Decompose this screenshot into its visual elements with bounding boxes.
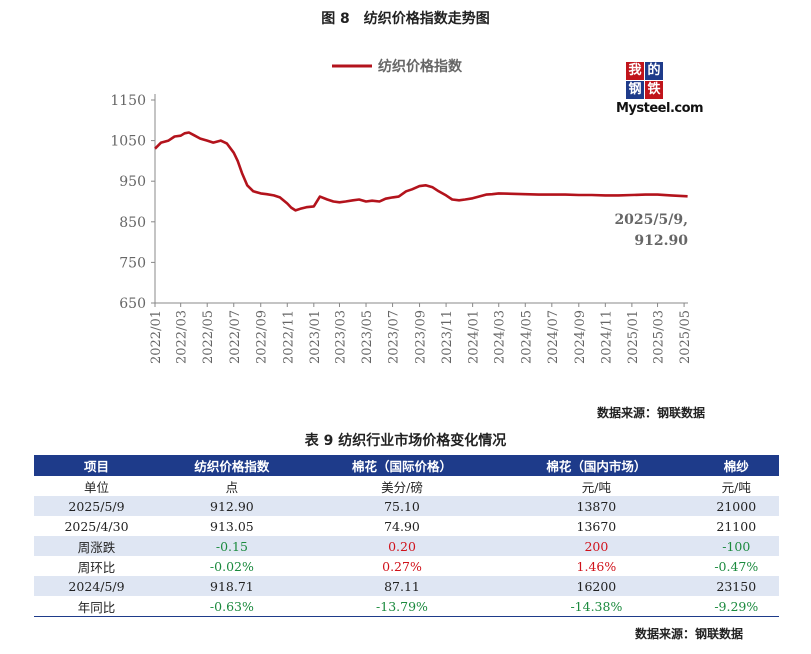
table-row: 周环比 -0.02% 0.27% 1.46% -0.47%: [34, 556, 779, 576]
y-tick-label: 950: [119, 174, 146, 190]
logo-char: 铁: [645, 81, 663, 99]
header-cell: 棉花（国内市场）: [499, 455, 694, 476]
table-body: 单位点美分/磅 元/吨 元/吨 2025/5/9 912.90 75.10 13870 210…: [34, 476, 779, 617]
header-cell: 纺织价格指数: [159, 455, 305, 476]
mysteel-logo: 我 的 钢 铁 Mysteel.com: [612, 62, 704, 122]
y-tick-label: 1150: [110, 93, 146, 109]
table-cell: -100: [693, 536, 779, 556]
table-source-note: 数据来源：钢联数据: [634, 627, 743, 641]
x-tick-label: 2022/05: [201, 310, 216, 364]
table-cell: 13670: [576, 518, 617, 534]
table-cell: 74.90: [384, 518, 420, 534]
table-cell: 元/吨: [581, 479, 611, 495]
header-cell: 棉花（国际价格）: [304, 455, 500, 476]
table-cell: 200: [499, 536, 694, 556]
y-tick-label: 650: [119, 296, 146, 312]
x-tick-label: 2025/03: [652, 310, 667, 364]
row-label-cell: 周涨跌: [34, 536, 159, 556]
x-tick-label: 2023/07: [387, 310, 402, 364]
row-label-cell: 年同比: [34, 596, 159, 617]
header-cell: 项目: [34, 455, 159, 476]
table-cell: 21100: [716, 518, 757, 534]
table-cell: 16200: [499, 576, 694, 596]
logo-char: 我: [626, 62, 644, 80]
table-cell: -9.29%: [693, 596, 779, 617]
table-cell: 87.11: [304, 576, 500, 596]
logo-char: 钢: [626, 81, 644, 99]
x-tick-label: 2022/07: [228, 310, 243, 364]
figure-title: 图 8 纺织价格指数走势图: [321, 11, 490, 27]
y-tick-label: 850: [119, 215, 146, 231]
x-tick-label: 2024/05: [519, 310, 534, 364]
logo-wordmark: Mysteel.com: [616, 101, 704, 116]
table-cell: 美分/磅: [381, 479, 423, 495]
row-label-cell: 周环比: [77, 559, 116, 575]
table-cell: 912.90: [159, 496, 305, 516]
series-line: [154, 131, 688, 212]
table-cell: 13870: [499, 496, 694, 516]
row-label-cell: 2025/4/30: [64, 518, 129, 534]
chart-source-note: 数据来源：钢联数据: [596, 406, 705, 420]
table-cell: -0.02%: [209, 558, 254, 574]
x-tick-label: 2025/05: [678, 310, 693, 364]
table-cell: 23150: [693, 576, 779, 596]
table-cell: -14.38%: [499, 596, 694, 617]
x-tick-label: 2022/01: [149, 310, 164, 364]
table-row: 周涨跌 -0.15 0.20 200 -100: [34, 536, 779, 556]
table-cell: 75.10: [304, 496, 500, 516]
data-annotation: 2025/5/9,: [614, 212, 688, 228]
row-label-cell: 2024/5/9: [34, 576, 159, 596]
x-tick-label: 2024/07: [546, 310, 561, 364]
x-tick-label: 2025/01: [626, 310, 641, 364]
x-tick-label: 2023/11: [440, 310, 455, 364]
line-chart: 650 750 850 950 1050 1150 2022/01 2022/03 2022/0…: [110, 58, 693, 364]
row-label-cell: 2025/5/9: [34, 496, 159, 516]
x-tick-label: 2023/03: [333, 310, 348, 364]
x-tick-label: 2024/01: [467, 310, 482, 364]
table-cell: -0.63%: [159, 596, 305, 617]
x-tick-label: 2023/01: [308, 310, 323, 364]
table-cell: 0.20: [304, 536, 500, 556]
x-tick-label: 2023/05: [360, 310, 375, 364]
x-tick-label: 2023/09: [414, 310, 429, 364]
legend-label: 纺织价格指数: [378, 58, 463, 75]
x-tick-label: 2024/11: [599, 310, 614, 364]
table-cell: 918.71: [159, 576, 305, 596]
table-row: 2025/5/9 912.90 75.10 13870 21000: [34, 496, 779, 516]
table-row: 2024/5/9 918.71 87.11 16200 23150: [34, 576, 779, 596]
table-cell: 点: [225, 479, 239, 495]
y-tick-label: 750: [119, 255, 146, 271]
logo-char: 的: [645, 62, 663, 80]
header-cell: 棉纱: [693, 455, 779, 476]
x-tick-label: 2022/09: [255, 310, 270, 364]
price-table: 项目 纺织价格指数 棉花（国际价格） 棉花（国内市场） 棉纱 单位 点 美分/磅 元/…: [34, 455, 779, 617]
x-tick-label: 2022/03: [175, 310, 190, 364]
table-cell: 元/吨: [721, 479, 751, 495]
x-tick-label: 2024/03: [493, 310, 508, 364]
data-annotation: 912.90: [634, 233, 688, 249]
table-cell: -13.79%: [304, 596, 500, 617]
table-cell: 913.05: [210, 518, 254, 534]
table-cell: 1.46%: [576, 558, 617, 574]
table-cell: 21000: [693, 496, 779, 516]
table-cell: -0.15: [159, 536, 305, 556]
table-header-row: 项目 纺织价格指数 棉花（国际价格） 棉花（国内市场） 棉纱: [34, 455, 779, 476]
table-row: 2025/4/30 913.05 74.90 13670 21100: [34, 516, 779, 536]
table-cell: -0.47%: [714, 558, 759, 574]
table-row: 年同比 -0.63% -13.79% -14.38% -9.29%: [34, 596, 779, 617]
x-tick-label: 2024/09: [573, 310, 588, 364]
x-tick-label: 2022/11: [281, 310, 296, 364]
table-title: 表 9 纺织行业市场价格变化情况: [304, 433, 507, 449]
y-tick-label: 1050: [110, 134, 146, 150]
row-label-cell: 单位: [83, 479, 109, 495]
table-row: 单位 点 美分/磅 元/吨 元/吨: [34, 476, 779, 496]
table-cell: 0.27%: [382, 558, 422, 574]
